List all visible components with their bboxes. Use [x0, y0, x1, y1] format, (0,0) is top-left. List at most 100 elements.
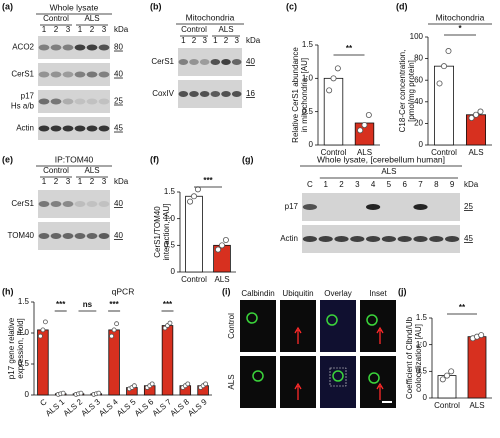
data-point	[477, 108, 484, 115]
data-point	[38, 333, 43, 339]
blot-band	[50, 125, 62, 132]
kda-label: 45	[114, 124, 123, 133]
blot-title: Whole lysate	[50, 2, 99, 12]
image-tile	[280, 356, 316, 408]
y-tick-label: 1.5	[416, 313, 428, 322]
blot-band	[38, 71, 50, 78]
blot-band	[62, 233, 74, 239]
x-tick-label: ALS 9	[186, 397, 209, 418]
significance-label: **	[459, 303, 466, 312]
significance-label: *	[458, 24, 462, 33]
blot-band	[86, 44, 98, 51]
blot-band	[365, 204, 381, 210]
data-point	[440, 63, 447, 70]
column-label: Overlay	[324, 289, 352, 298]
significance-label: ***	[163, 300, 173, 309]
blot-band	[38, 233, 50, 239]
data-point	[478, 332, 485, 339]
data-point	[78, 390, 84, 396]
x-tick-label: ALS 2	[62, 397, 85, 418]
blot-strip	[38, 222, 110, 250]
blot-band	[86, 201, 98, 207]
y-tick-label: 0.5	[416, 366, 428, 375]
blot-strip	[38, 190, 110, 218]
image-tile	[320, 356, 356, 408]
lane-label: 7	[418, 180, 423, 189]
data-point	[436, 80, 443, 87]
data-point	[215, 246, 222, 253]
lane-label: 3	[102, 25, 107, 34]
blot-band	[189, 59, 199, 65]
row-label: CerS1	[11, 70, 34, 79]
x-tick-label: Control	[181, 275, 207, 284]
kda-label: 16	[246, 89, 255, 98]
y-tick-label: 1.5	[18, 297, 30, 306]
lane-label: 2	[339, 180, 344, 189]
cell	[246, 312, 258, 324]
panel-letter: (f)	[150, 154, 159, 164]
data-point	[109, 333, 115, 339]
blot-band	[50, 71, 62, 78]
y-axis-label: C18-Cer concentration,	[398, 50, 407, 133]
row-label: p17	[21, 92, 35, 101]
blot-band	[98, 125, 110, 132]
y-tick-label: 60	[414, 75, 423, 84]
blot-band	[86, 233, 98, 239]
y-axis-label: expression, [fold]	[16, 318, 25, 378]
x-tick-label: Control	[431, 148, 457, 157]
blot-band	[231, 91, 242, 97]
lane-label: 2	[90, 177, 95, 186]
panel-letter: (j)	[398, 286, 407, 296]
kda-label: 25	[464, 202, 473, 211]
blot-band	[231, 59, 242, 65]
blot-band	[98, 201, 110, 207]
y-tick-label: 0.5	[164, 240, 176, 249]
y-tick-label: 1.0	[164, 214, 176, 223]
lane-label: 5	[387, 180, 392, 189]
blot-band	[50, 44, 62, 51]
x-tick-label: ALS 5	[115, 397, 138, 418]
blot-band	[86, 71, 98, 78]
blot-band	[98, 44, 110, 51]
data-point	[187, 198, 194, 205]
y-tick-label: 0.5	[302, 107, 314, 116]
significance-label: **	[346, 44, 353, 53]
row-label: CoxIV	[152, 89, 174, 98]
lane-label: 3	[66, 177, 71, 186]
panel-letter: (h)	[2, 286, 14, 296]
row-label: Control	[227, 313, 236, 339]
x-tick-label: ALS	[357, 148, 372, 157]
bar	[467, 336, 487, 399]
row-label: TOM40	[7, 231, 34, 240]
blot-band	[178, 91, 189, 97]
blot-strip	[302, 193, 460, 221]
blot-band	[38, 98, 50, 105]
chart-title: qPCR	[112, 286, 135, 296]
blot-band	[86, 125, 98, 132]
blot-band	[381, 236, 397, 242]
row-label: ALS	[227, 374, 236, 389]
row-label: Actin	[280, 234, 298, 243]
panel-letter: (c)	[286, 1, 297, 11]
y-tick-label: 80	[414, 54, 423, 63]
blot-band	[98, 71, 110, 78]
y-tick-label: 0	[171, 267, 176, 276]
y-axis-label: CerS1/TOM40	[153, 206, 162, 258]
x-tick-label: ALS 6	[133, 397, 156, 418]
blot-band	[210, 91, 221, 97]
x-tick-label: Control	[321, 148, 347, 157]
blot-band	[38, 125, 50, 132]
group-label: ALS	[218, 25, 233, 34]
blot-band	[199, 91, 210, 97]
blot-title: Whole lysate, [cerebellum human]	[317, 154, 445, 164]
significance-label: ***	[203, 176, 213, 185]
lane-label: 3	[66, 25, 71, 34]
kda-label: 25	[114, 97, 123, 106]
blot-band	[318, 236, 333, 242]
kda-label: 45	[464, 234, 473, 243]
kda-label: 80	[114, 43, 123, 52]
blot-title: Mitochondria	[186, 12, 235, 22]
panel-letter: (e)	[2, 154, 13, 164]
lane-label: C	[307, 180, 313, 189]
